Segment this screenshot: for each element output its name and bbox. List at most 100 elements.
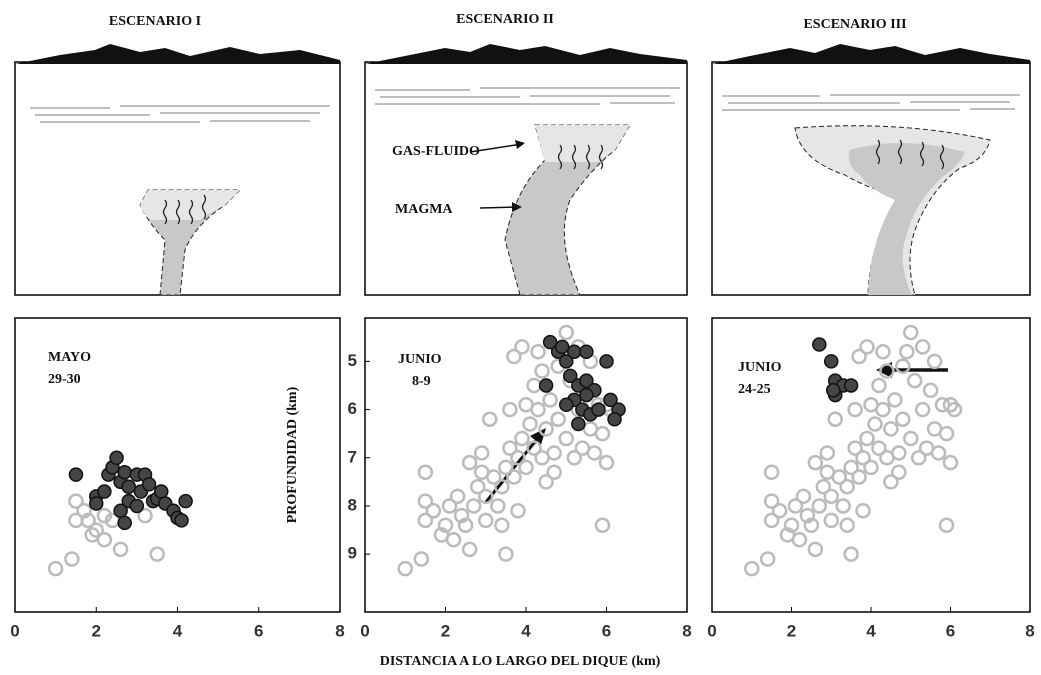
event-point [942, 454, 959, 471]
event-point [542, 334, 558, 350]
event-point [141, 477, 157, 492]
event-point [154, 484, 169, 499]
event-point [843, 546, 859, 562]
diagram-1 [14, 44, 341, 296]
event-point [80, 512, 96, 529]
event-point [530, 401, 546, 418]
event-point [763, 493, 780, 509]
event-point [96, 507, 113, 524]
event-point [457, 517, 474, 533]
event-point [875, 343, 891, 360]
event-point [514, 339, 530, 355]
event-point [883, 474, 899, 490]
event-point [530, 343, 546, 360]
x-tick-label: 0 [707, 621, 716, 640]
event-point [550, 411, 566, 427]
event-point [831, 469, 847, 485]
event-point [461, 541, 478, 558]
event-point [825, 383, 841, 398]
event-point [763, 512, 780, 529]
event-point [559, 397, 574, 413]
x-axis-label: DISTANCIA A LO LARGO DEL DIQUE (km) [380, 654, 661, 669]
event-point [437, 517, 454, 533]
y-tick-label: 9 [348, 544, 357, 563]
x-tick-label: 0 [10, 621, 19, 640]
event-point [64, 551, 80, 567]
event-point [494, 517, 510, 533]
event-point [819, 445, 836, 461]
event-point [863, 459, 879, 476]
event-point [76, 503, 92, 519]
event-point [417, 493, 434, 509]
event-point [835, 498, 851, 514]
y-tick-label: 8 [348, 495, 357, 514]
event-point [771, 503, 788, 519]
event-point [546, 445, 562, 461]
event-point [478, 488, 494, 505]
event-point [506, 348, 522, 365]
event-point [839, 517, 855, 533]
event-point [149, 546, 165, 562]
event-point [498, 459, 514, 476]
event-point [84, 527, 100, 543]
event-point [473, 445, 490, 461]
event-point [490, 498, 506, 514]
event-point [117, 464, 132, 480]
event-point [506, 469, 522, 485]
event-point [827, 411, 843, 427]
event-point [899, 343, 915, 360]
event-point [903, 324, 919, 341]
event-point [417, 464, 434, 480]
event-point [559, 354, 574, 369]
event-point [791, 531, 808, 548]
event-point [97, 484, 112, 499]
event-point [859, 339, 875, 355]
event-point [478, 512, 494, 529]
event-point [174, 513, 189, 528]
period-label: MAYO [48, 350, 91, 365]
event-point [579, 373, 594, 388]
event-point [502, 401, 518, 418]
event-point [914, 401, 931, 418]
x-tick-label: 8 [335, 621, 344, 640]
event-point [807, 454, 824, 471]
event-point [586, 445, 603, 461]
event-point [554, 339, 570, 355]
event-point [514, 430, 530, 447]
event-point [538, 474, 554, 490]
event-point [815, 478, 832, 495]
plot-arrows [484, 362, 948, 503]
event-point [546, 464, 562, 480]
event-point [759, 551, 776, 567]
event-point [498, 546, 514, 562]
event-point [566, 450, 583, 466]
x-tick-label: 8 [682, 621, 691, 640]
event-point [603, 392, 618, 408]
event-point [926, 353, 943, 370]
event-point [843, 459, 859, 476]
event-point [579, 387, 594, 403]
event-point [425, 503, 442, 519]
event-point [839, 478, 855, 495]
y-axis-label: PROFUNDIDAD (km) [285, 386, 300, 523]
x-tick-label: 2 [787, 621, 796, 640]
event-point [807, 541, 824, 558]
event-point [579, 344, 594, 359]
period-label: 29-30 [48, 372, 81, 387]
event-point [178, 493, 193, 509]
event-point [744, 560, 760, 577]
event-point [538, 378, 554, 393]
magma-label: MAGMA [395, 202, 453, 217]
event-point [871, 440, 887, 456]
event-point [763, 464, 780, 480]
period-label: 8-9 [412, 374, 431, 389]
x-tick-label: 4 [173, 621, 183, 640]
event-point [445, 531, 462, 548]
event-point [891, 445, 907, 461]
x-tick-label: 8 [1025, 621, 1034, 640]
event-point [417, 512, 434, 529]
event-point [558, 430, 574, 447]
event-point [461, 454, 478, 471]
event-point [453, 507, 470, 524]
event-point [567, 344, 582, 359]
